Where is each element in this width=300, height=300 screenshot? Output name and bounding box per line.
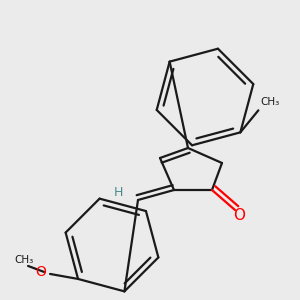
Text: O: O bbox=[35, 265, 46, 279]
Text: O: O bbox=[233, 208, 245, 224]
Text: CH₃: CH₃ bbox=[14, 255, 34, 265]
Text: H: H bbox=[113, 185, 123, 199]
Text: CH₃: CH₃ bbox=[260, 98, 280, 107]
